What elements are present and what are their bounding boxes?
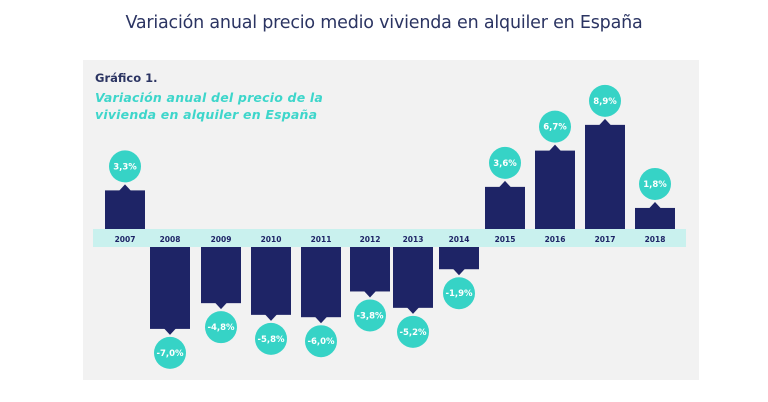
value-bubble-2013 xyxy=(397,315,429,348)
year-label-2008: 2008 xyxy=(160,235,181,244)
year-label-2014: 2014 xyxy=(449,235,470,244)
chart-subtitle-line-2: vivienda en alquiler en España xyxy=(95,107,318,122)
bar-pointer-2010 xyxy=(265,314,277,321)
value-label-2016: 6,7% xyxy=(543,123,567,133)
value-label-2011: -6,0% xyxy=(307,337,335,347)
value-label-2014: -1,9% xyxy=(445,289,473,299)
bar-2008 xyxy=(150,247,190,329)
bar-2016 xyxy=(535,150,575,229)
bar-pointer-2017 xyxy=(599,118,611,126)
bar-2010 xyxy=(251,247,291,315)
bar-2012 xyxy=(350,247,390,292)
value-bubble-2014 xyxy=(443,277,475,310)
bars-layer xyxy=(105,118,675,335)
year-label-2013: 2013 xyxy=(403,235,424,244)
bar-pointer-2008 xyxy=(164,328,176,335)
bar-pointer-2009 xyxy=(215,302,227,310)
value-bubble-2016 xyxy=(539,110,571,143)
bar-pointer-2012 xyxy=(364,290,376,298)
bar-pointer-2011 xyxy=(315,316,327,324)
value-bubble-2018 xyxy=(639,167,671,200)
bar-2017 xyxy=(585,124,625,229)
bar-pointer-2013 xyxy=(407,307,419,314)
year-label-2011: 2011 xyxy=(311,235,332,244)
value-label-2017: 8,9% xyxy=(593,97,617,107)
value-label-2008: -7,0% xyxy=(156,349,184,359)
value-bubble-2011 xyxy=(305,325,337,358)
chart-label: Gráfico 1. xyxy=(95,71,158,85)
value-label-2009: -4,8% xyxy=(207,323,235,333)
value-label-2007: 3,3% xyxy=(113,162,137,172)
chart-subtitle: Variación anual del precio de la viviend… xyxy=(95,89,355,123)
value-bubble-2009 xyxy=(205,311,237,344)
value-bubble-2008 xyxy=(154,336,186,369)
year-label-2016: 2016 xyxy=(545,235,566,244)
bar-pointer-2007 xyxy=(119,184,131,191)
value-label-2010: -5,8% xyxy=(257,335,285,345)
bar-2011 xyxy=(301,247,341,318)
value-bubble-2007 xyxy=(109,150,141,183)
value-label-2018: 1,8% xyxy=(643,180,667,190)
bar-pointer-2015 xyxy=(499,180,511,188)
year-label-2017: 2017 xyxy=(595,235,616,244)
value-label-2015: 3,6% xyxy=(493,159,517,169)
bar-pointer-2018 xyxy=(649,201,661,209)
value-bubble-2015 xyxy=(489,146,521,179)
bar-2014 xyxy=(439,247,479,270)
value-label-2013: -5,2% xyxy=(399,328,427,338)
chart-subtitle-line-1: Variación anual del precio de la xyxy=(95,90,324,105)
bar-2018 xyxy=(635,207,675,229)
year-label-2018: 2018 xyxy=(645,235,666,244)
value-bubble-2017 xyxy=(589,84,621,117)
bar-2013 xyxy=(393,247,433,308)
year-label-2009: 2009 xyxy=(211,235,232,244)
value-label-2012: -3,8% xyxy=(356,311,384,321)
year-label-2007: 2007 xyxy=(115,235,136,244)
bar-2007 xyxy=(105,190,145,229)
bar-2009 xyxy=(201,247,241,304)
axis-band xyxy=(93,229,686,247)
year-labels: 2007 2008 2009 2010 2011 2012 2013 2014 2015 2016… xyxy=(115,235,666,244)
value-bubble-2010 xyxy=(255,322,287,355)
year-label-2012: 2012 xyxy=(360,235,381,244)
value-bubble-2012 xyxy=(354,299,386,332)
year-label-2010: 2010 xyxy=(261,235,282,244)
bar-pointer-2016 xyxy=(549,144,561,152)
bar-pointer-2014 xyxy=(453,268,465,276)
page-title: Variación anual precio medio vivienda en… xyxy=(125,13,643,33)
value-bubbles: 3,3% -7,0% -4,8% -5,8% -6,0% -3,8% -5,2% -1,9% 3… xyxy=(109,84,671,369)
year-label-2015: 2015 xyxy=(495,235,516,244)
bar-2015 xyxy=(485,186,525,229)
